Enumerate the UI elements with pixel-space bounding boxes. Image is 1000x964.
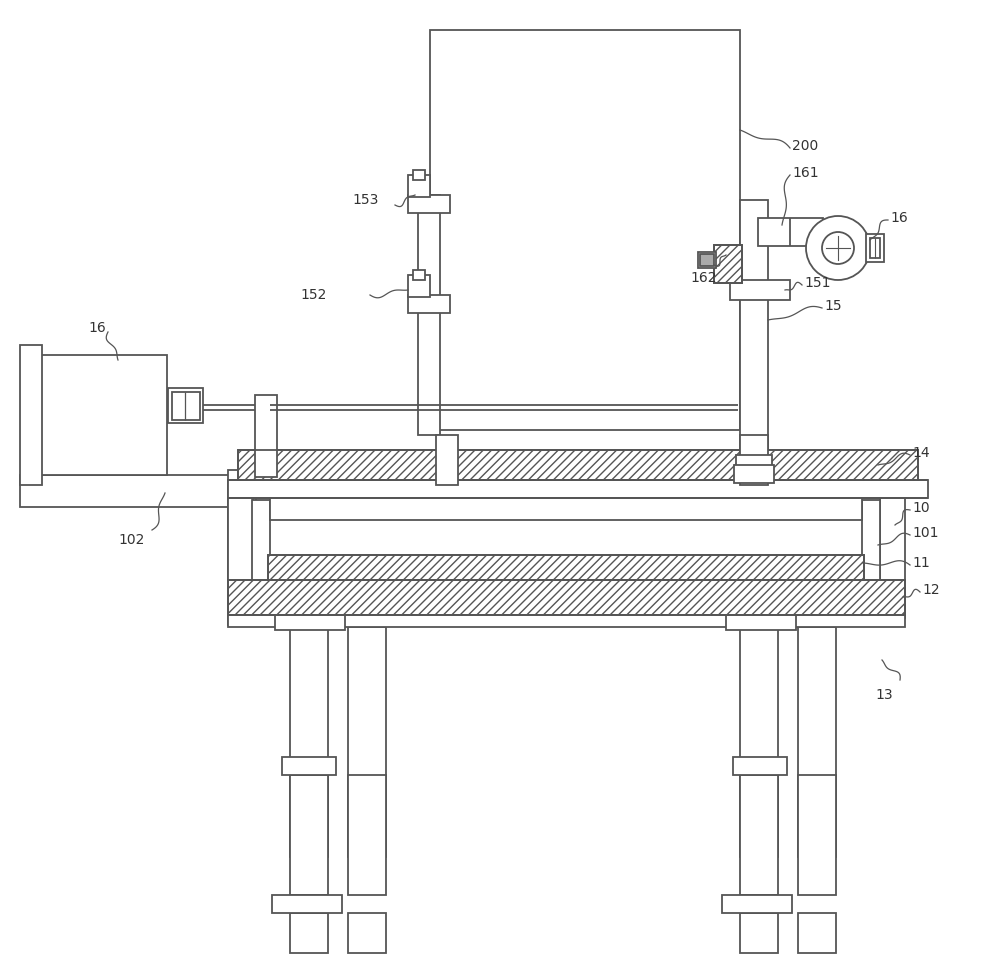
Bar — [348, 775, 386, 895]
Text: 14: 14 — [912, 446, 930, 460]
Bar — [228, 498, 253, 618]
Bar — [698, 252, 716, 268]
Text: 151: 151 — [804, 276, 830, 290]
Bar — [290, 775, 328, 895]
Bar — [228, 580, 905, 615]
Bar — [282, 757, 336, 775]
Bar — [430, 30, 740, 430]
Bar — [275, 615, 345, 630]
Bar — [408, 295, 450, 313]
Bar — [740, 435, 768, 485]
Text: 16: 16 — [890, 211, 908, 225]
Bar — [272, 895, 342, 913]
Bar — [408, 175, 430, 197]
Bar — [758, 218, 823, 246]
Bar — [168, 388, 203, 423]
Bar — [252, 500, 270, 618]
Bar — [20, 475, 270, 507]
Text: 200: 200 — [792, 139, 818, 153]
Bar — [436, 435, 458, 485]
Bar — [228, 580, 905, 615]
Text: 152: 152 — [300, 288, 326, 302]
Text: 101: 101 — [912, 526, 938, 540]
Bar — [238, 450, 918, 480]
Circle shape — [806, 216, 870, 280]
Bar — [733, 757, 787, 775]
Bar — [270, 498, 862, 520]
Bar — [408, 275, 430, 297]
Bar — [798, 775, 836, 895]
Bar — [228, 615, 905, 627]
Bar — [418, 195, 440, 435]
Bar — [32, 355, 167, 475]
Bar — [290, 627, 328, 857]
Bar — [290, 913, 328, 953]
Text: 102: 102 — [118, 533, 144, 547]
Bar — [722, 895, 792, 913]
Text: 161: 161 — [792, 166, 819, 180]
Bar — [238, 450, 918, 480]
Text: 13: 13 — [875, 688, 893, 702]
Text: 15: 15 — [824, 299, 842, 313]
Bar — [408, 195, 450, 213]
Bar — [726, 615, 796, 630]
Bar — [714, 245, 742, 283]
Bar — [255, 395, 277, 477]
Bar — [880, 498, 905, 618]
Bar — [870, 238, 880, 258]
Bar — [736, 455, 772, 480]
Text: 10: 10 — [912, 501, 930, 515]
Bar — [413, 170, 425, 180]
Bar — [268, 555, 864, 580]
Bar — [734, 465, 774, 483]
Bar — [413, 270, 425, 280]
Bar — [700, 254, 714, 266]
Text: 11: 11 — [912, 556, 930, 570]
Text: 16: 16 — [88, 321, 106, 335]
Bar — [740, 775, 778, 895]
Circle shape — [822, 232, 854, 264]
Bar — [866, 234, 884, 262]
Text: 12: 12 — [922, 583, 940, 597]
Bar — [228, 470, 256, 625]
Bar — [730, 280, 790, 300]
Text: 153: 153 — [352, 193, 378, 207]
Text: 162: 162 — [690, 271, 716, 285]
Bar — [862, 500, 880, 618]
Bar — [798, 913, 836, 953]
Bar — [348, 913, 386, 953]
Bar — [740, 913, 778, 953]
Bar — [348, 627, 386, 857]
Bar — [172, 392, 200, 420]
Bar — [740, 627, 778, 857]
Bar — [268, 555, 864, 580]
Bar — [20, 345, 42, 485]
Bar — [798, 627, 836, 857]
Bar — [740, 200, 768, 465]
Bar — [714, 245, 742, 283]
Bar — [228, 480, 928, 498]
